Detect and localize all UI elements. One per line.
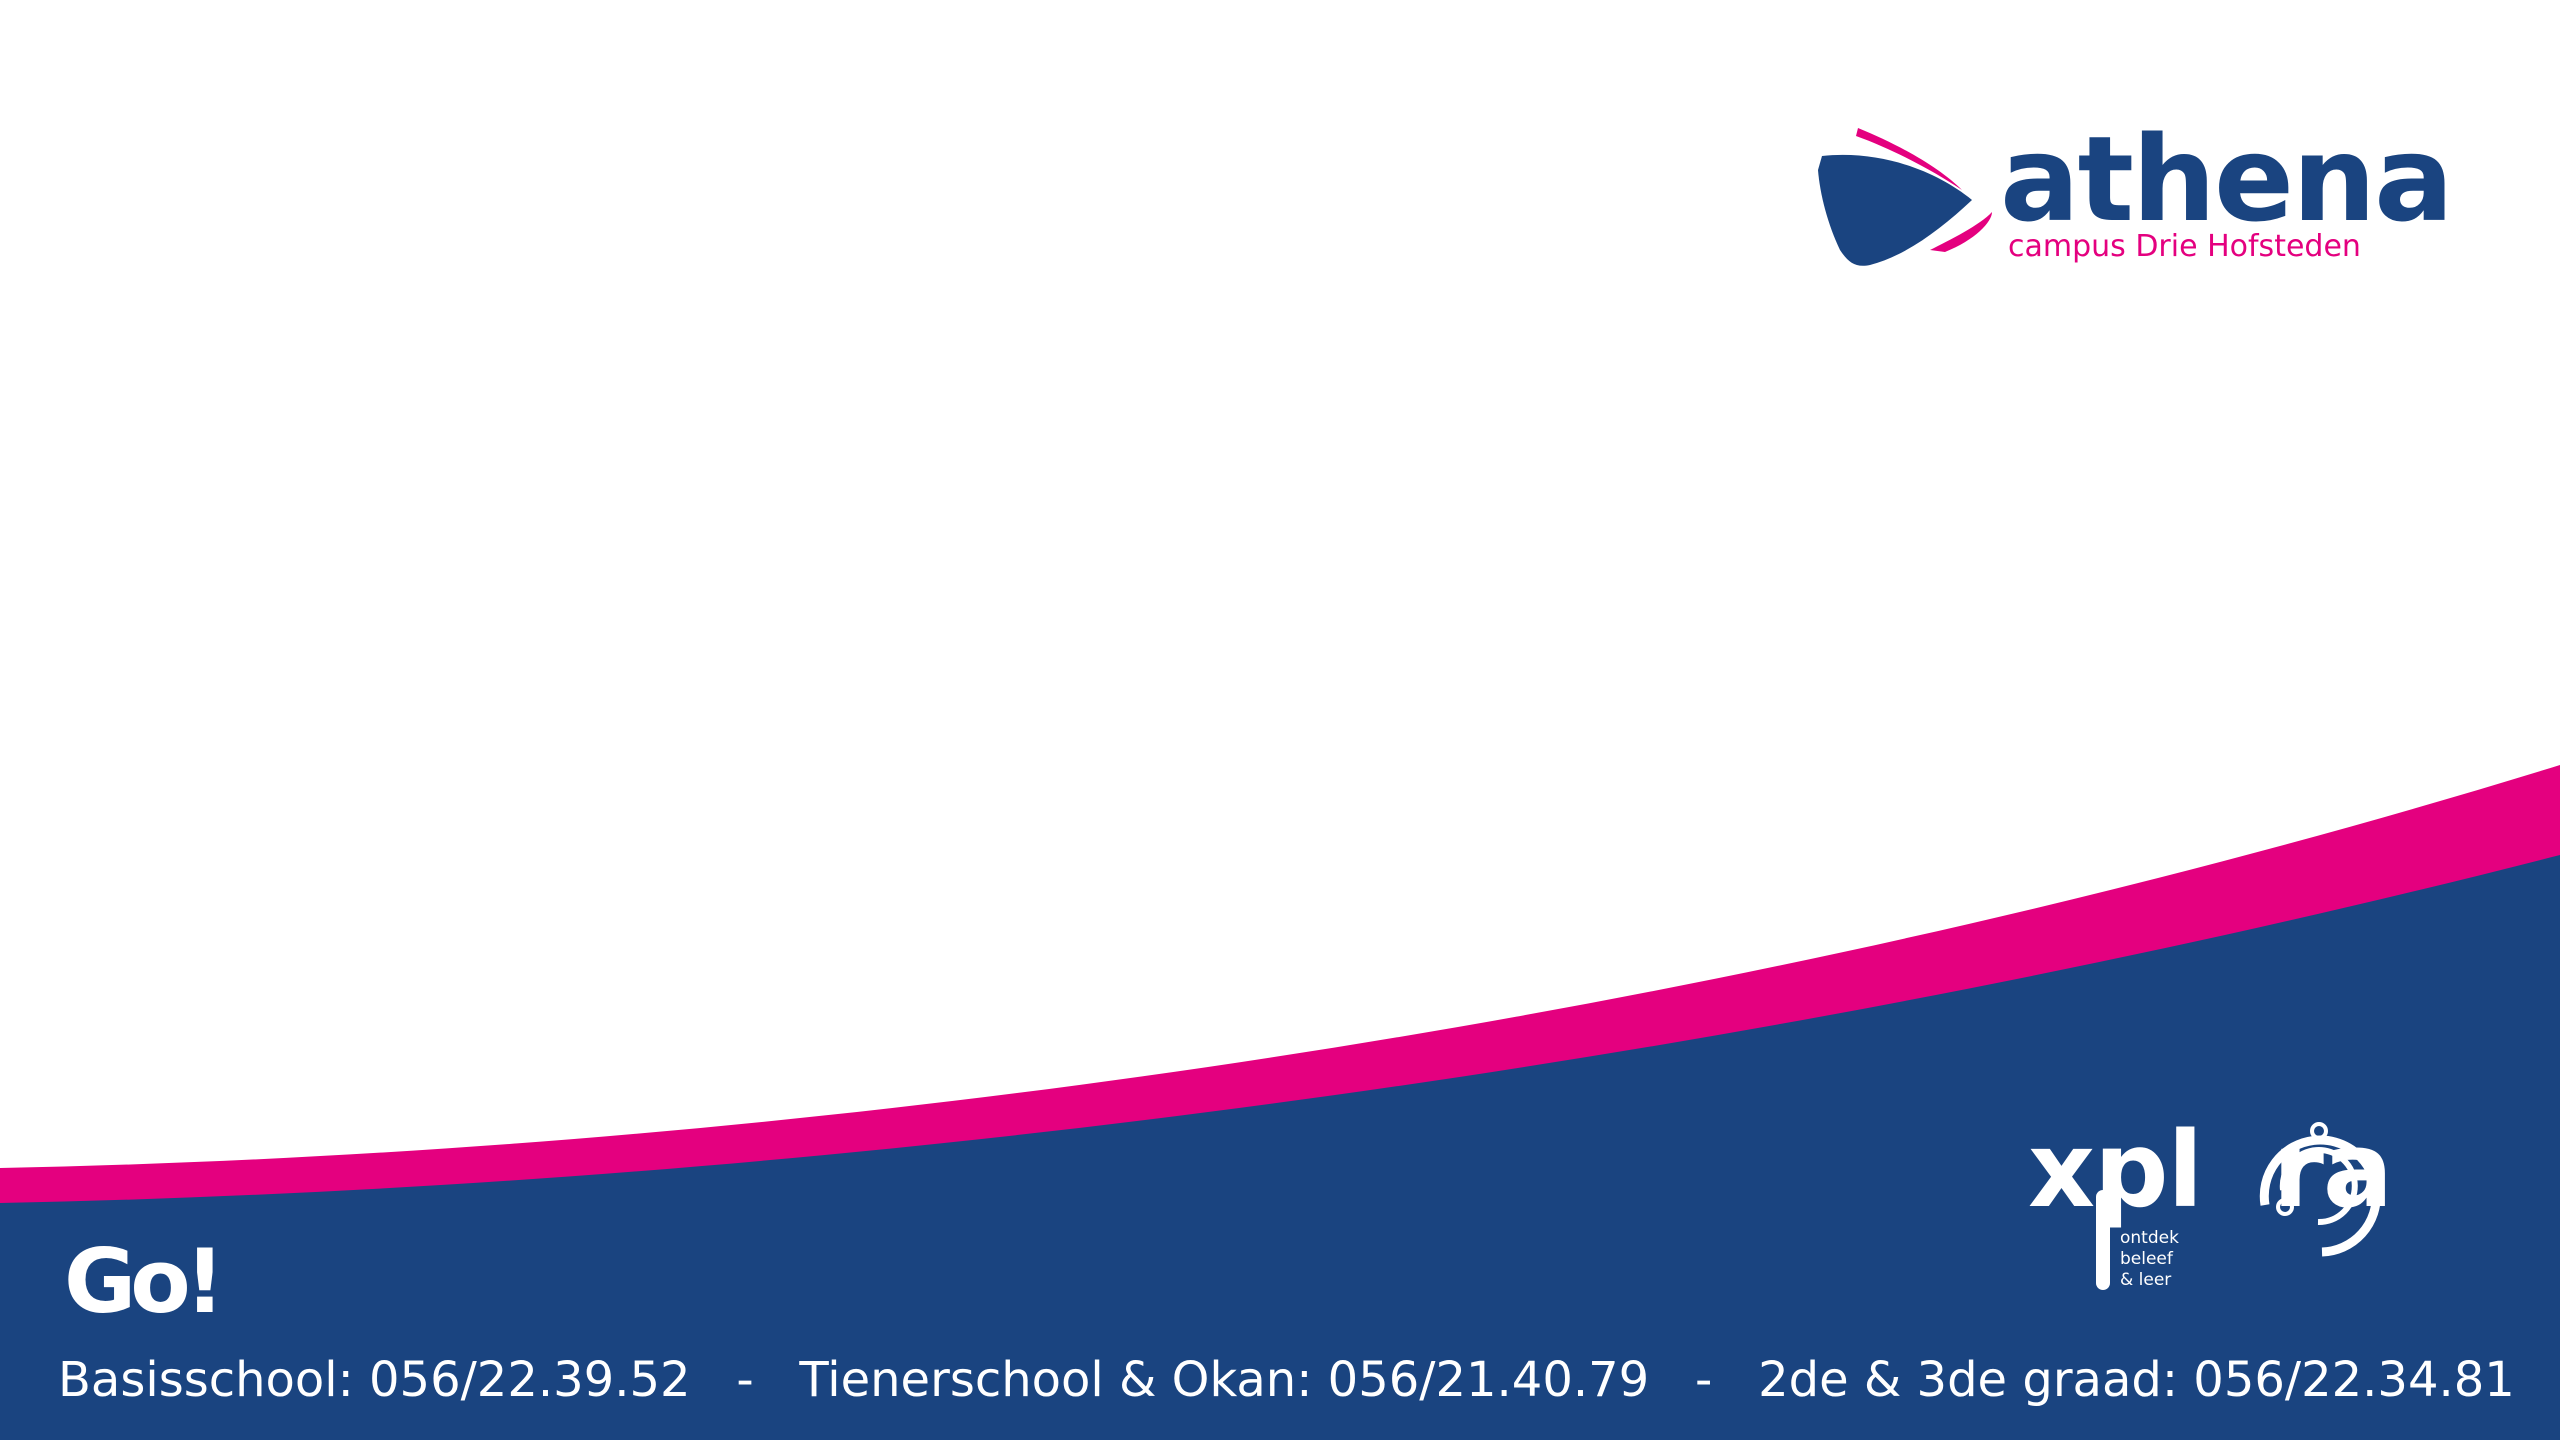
xplora-tagline: ontdek beleef & leer xyxy=(2120,1228,2179,1291)
xplora-tagline-line: ontdek xyxy=(2120,1228,2179,1248)
xplora-p-stem xyxy=(2096,1190,2110,1290)
xplora-orbit-icon xyxy=(2259,1122,2381,1257)
navy-footer-band xyxy=(0,855,2560,1440)
athena-logo-word: athena xyxy=(2000,110,2454,248)
xplora-tagline-line: & leer xyxy=(2120,1270,2172,1290)
xplora-logo-word: xpl ra xyxy=(2028,1109,2393,1231)
contact-phone-line: Basisschool: 056/22.39.52 - Tienerschool… xyxy=(58,1352,2515,1408)
xplora-tagline-line: beleef xyxy=(2120,1249,2173,1269)
athena-ship-icon xyxy=(1818,128,1992,266)
go-network-logo: Go! xyxy=(64,1230,225,1333)
athena-logo-subtitle: campus Drie Hofsteden xyxy=(2008,229,2361,264)
